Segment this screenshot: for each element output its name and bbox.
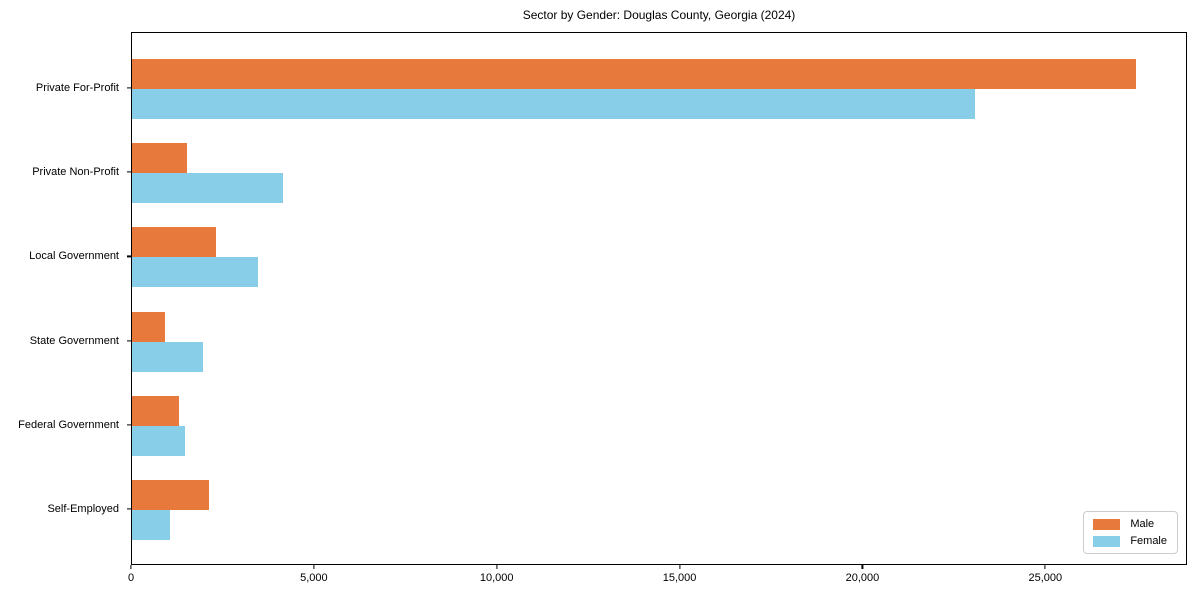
- bar-male-5: [132, 395, 180, 426]
- y-tick-label: Federal Government: [18, 418, 119, 431]
- bar-male-4: [132, 311, 165, 342]
- legend-item-female: Female: [1093, 535, 1167, 547]
- legend-label-female: Female: [1130, 535, 1167, 547]
- bar-female-5: [132, 425, 185, 456]
- legend: Male Female: [1083, 511, 1178, 554]
- y-tick-label: Private For-Profit: [35, 82, 119, 94]
- y-tick-mark: [127, 340, 131, 342]
- y-tick-mark: [127, 87, 131, 89]
- bar-female-1: [132, 89, 976, 119]
- y-tick-label: Private Non-Profit: [32, 166, 119, 179]
- x-tick-mark: [130, 565, 132, 569]
- legend-item-male: Male: [1093, 518, 1167, 530]
- legend-swatch-female-icon: [1093, 535, 1121, 547]
- legend-label-male: Male: [1130, 518, 1155, 530]
- y-axis: Private For-Profit Private Non-Profit Loca…: [0, 32, 131, 565]
- bar-male-6: [132, 480, 209, 510]
- x-tick-mark: [678, 565, 681, 569]
- y-tick-mark: [127, 171, 131, 173]
- y-tick-mark: [127, 508, 131, 510]
- chart-title: Sector by Gender: Douglas County, Georgi…: [522, 8, 796, 22]
- x-tick-mark: [313, 565, 315, 569]
- y-tick-label: Self-Employed: [47, 503, 119, 515]
- bar-female-2: [132, 173, 284, 204]
- x-tick-mark: [1044, 565, 1046, 569]
- x-tick-mark: [496, 565, 498, 569]
- plot-area: Male Female: [131, 32, 1187, 565]
- x-tick-label: 5,000: [300, 572, 328, 584]
- y-tick-mark: [127, 424, 131, 426]
- x-tick-label: 15,000: [662, 572, 697, 584]
- y-tick-label: State Government: [29, 334, 119, 347]
- x-tick-label: 10,000: [479, 572, 514, 584]
- x-axis: 0 5,000 10,000 15,000 20,000 25,000: [127, 565, 1187, 595]
- x-tick-mark: [861, 565, 864, 569]
- bar-male-2: [132, 143, 187, 174]
- bar-male-3: [132, 227, 216, 258]
- bar-female-4: [132, 341, 204, 372]
- bar-female-6: [132, 510, 171, 540]
- x-tick-label: 0: [127, 572, 135, 584]
- legend-swatch-male-icon: [1093, 518, 1121, 530]
- y-tick-mark: [127, 255, 131, 257]
- bar-male-1: [132, 59, 1136, 89]
- x-tick-label: 25,000: [1028, 572, 1063, 584]
- x-tick-label: 20,000: [845, 572, 880, 584]
- y-tick-label: Local Government: [29, 250, 119, 263]
- bar-female-3: [132, 257, 258, 288]
